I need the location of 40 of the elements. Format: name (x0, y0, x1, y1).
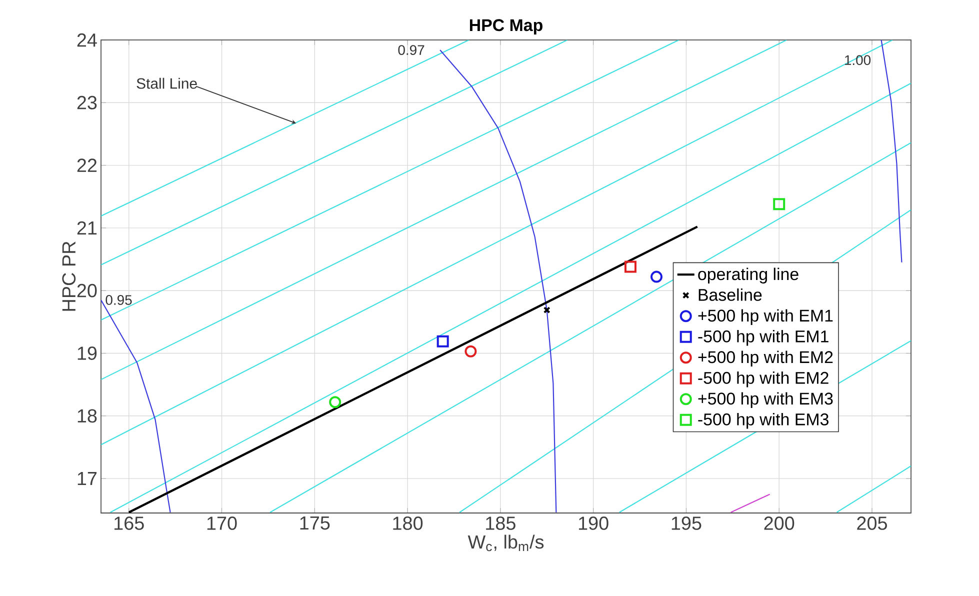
x-tick-label: 190 (578, 516, 608, 530)
y-tick-label: 20 (77, 284, 97, 298)
line-series (880, 40, 902, 263)
point (773, 198, 786, 210)
y-axis-title: HPC PR (62, 242, 76, 311)
x-tick-label: 165 (114, 516, 144, 530)
y-tick-label: 21 (77, 221, 97, 235)
x-tick-label: 195 (672, 516, 702, 530)
point (464, 345, 477, 358)
point (543, 306, 550, 314)
point (329, 396, 342, 408)
y-tick-label: 19 (78, 346, 97, 360)
x-tick-label: 170 (207, 516, 237, 530)
point (436, 335, 449, 348)
legend-label: Baseline (698, 288, 762, 301)
legend-label: -500 hp with EM1 (698, 330, 828, 346)
annotation: Stall Line (136, 78, 197, 89)
y-tick-label: 22 (77, 158, 97, 172)
y-tick-label: 23 (77, 96, 97, 110)
legend-label: +500 hp with EM2 (698, 350, 833, 366)
x-tick-label: 175 (300, 516, 330, 530)
x-tick-label: 180 (393, 516, 423, 530)
legend-label: operating line (698, 268, 798, 284)
legend-label: -500 hp with EM2 (698, 371, 828, 388)
y-tick-label: 18 (78, 409, 97, 423)
legend-label: +500 hp with EM3 (698, 392, 833, 408)
point (624, 260, 636, 273)
y-tick-label: 24 (77, 33, 97, 47)
x-tick-label: 185 (486, 516, 516, 530)
legend-label: +500 hp with EM1 (698, 309, 833, 325)
x-tick-label: 205 (857, 516, 887, 530)
annotation: 0.97 (398, 45, 424, 55)
legend-label: -500 hp with EM3 (698, 412, 828, 429)
x-tick-label: 200 (764, 516, 794, 530)
y-tick-label: 17 (78, 472, 97, 486)
x-axis-title: W$_{c}$, lb$_{m}$/s (468, 534, 544, 552)
point (650, 270, 662, 283)
chart-title: HPC Map (470, 19, 542, 34)
annotation: 0.95 (106, 295, 132, 305)
line-series (440, 49, 557, 513)
